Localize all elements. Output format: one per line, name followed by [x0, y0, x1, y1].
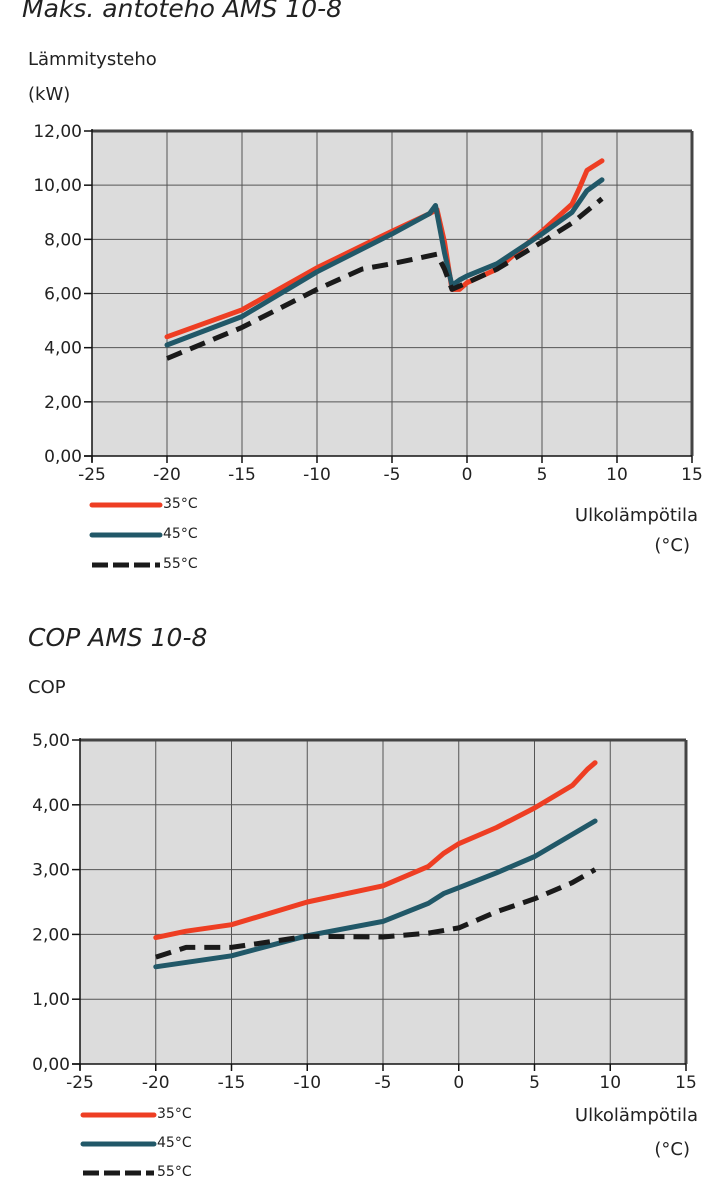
- chart1: 0,00 2,00 4,00 6,00 8,00 10,00 12,00 -25 -20 -15 -…: [33, 122, 703, 568]
- x-tick-label: 15: [681, 465, 703, 485]
- chart1-ylabel-unit: (kW): [28, 84, 71, 105]
- x-tick-label: -10: [303, 465, 331, 485]
- x-tick-label: -5: [384, 465, 401, 485]
- chart1-legend-55: 55°C: [163, 556, 198, 572]
- chart1-title: Maks. antoteho AMS 10-8: [22, 0, 343, 23]
- x-tick-label: 5: [537, 465, 548, 485]
- series-line-35: [153, 760, 598, 941]
- y-tick-label: 8,00: [44, 230, 82, 250]
- chart1-ylabel: Lämmitysteho: [28, 49, 157, 70]
- y-tick-label: 4,00: [44, 339, 82, 359]
- chart2-legend-35: 35°C: [157, 1106, 192, 1122]
- y-tick-label: 12,00: [33, 122, 82, 142]
- y-tick-label: 3,00: [32, 861, 70, 881]
- y-tick-label: 2,00: [32, 925, 70, 945]
- y-tick-label: 0,00: [32, 1055, 70, 1075]
- x-tick-label: -15: [218, 1073, 246, 1093]
- y-tick-label: 5,00: [32, 731, 70, 751]
- chart2-xlabel-unit: (°C): [654, 1139, 690, 1160]
- x-tick-label: 0: [462, 465, 473, 485]
- x-tick-label: 10: [599, 1073, 621, 1093]
- y-tick-label: 0,00: [44, 447, 82, 467]
- x-tick-label: -20: [153, 465, 181, 485]
- x-tick-label: 5: [529, 1073, 540, 1093]
- chart2-ylabel: COP: [28, 677, 66, 698]
- x-tick-label: -15: [228, 465, 256, 485]
- y-tick-label: 6,00: [44, 285, 82, 305]
- chart2-legend-45: 45°C: [157, 1135, 192, 1151]
- x-tick-label: 15: [675, 1073, 697, 1093]
- chart2-title: COP AMS 10-8: [28, 623, 208, 652]
- x-tick-label: 0: [453, 1073, 464, 1093]
- y-tick-label: 1,00: [32, 990, 70, 1010]
- chart2-legend-55: 55°C: [157, 1164, 192, 1180]
- chart1-xlabel-unit: (°C): [654, 535, 690, 556]
- series-line-45: [153, 818, 598, 970]
- chart2-xlabel: Ulkolämpötila: [574, 1105, 698, 1126]
- y-tick-label: 10,00: [33, 176, 82, 196]
- series-line-55: [155, 867, 597, 960]
- x-tick-label: 10: [606, 465, 628, 485]
- y-tick-label: 4,00: [32, 796, 70, 816]
- x-tick-label: -25: [78, 465, 106, 485]
- x-tick-label: -10: [293, 1073, 321, 1093]
- chart2: 0,00 1,00 2,00 3,00 4,00 5,00 -25 -20 -15 -10 -5 0 5…: [32, 731, 697, 1176]
- chart1-legend-45: 45°C: [163, 526, 198, 542]
- x-tick-label: -20: [142, 1073, 170, 1093]
- chart1-xlabel: Ulkolämpötila: [574, 505, 698, 526]
- y-tick-label: 2,00: [44, 393, 82, 413]
- x-tick-label: -5: [375, 1073, 392, 1093]
- series-line-55: [166, 196, 604, 361]
- x-tick-label: -25: [66, 1073, 94, 1093]
- chart1-legend-35: 35°C: [163, 496, 198, 512]
